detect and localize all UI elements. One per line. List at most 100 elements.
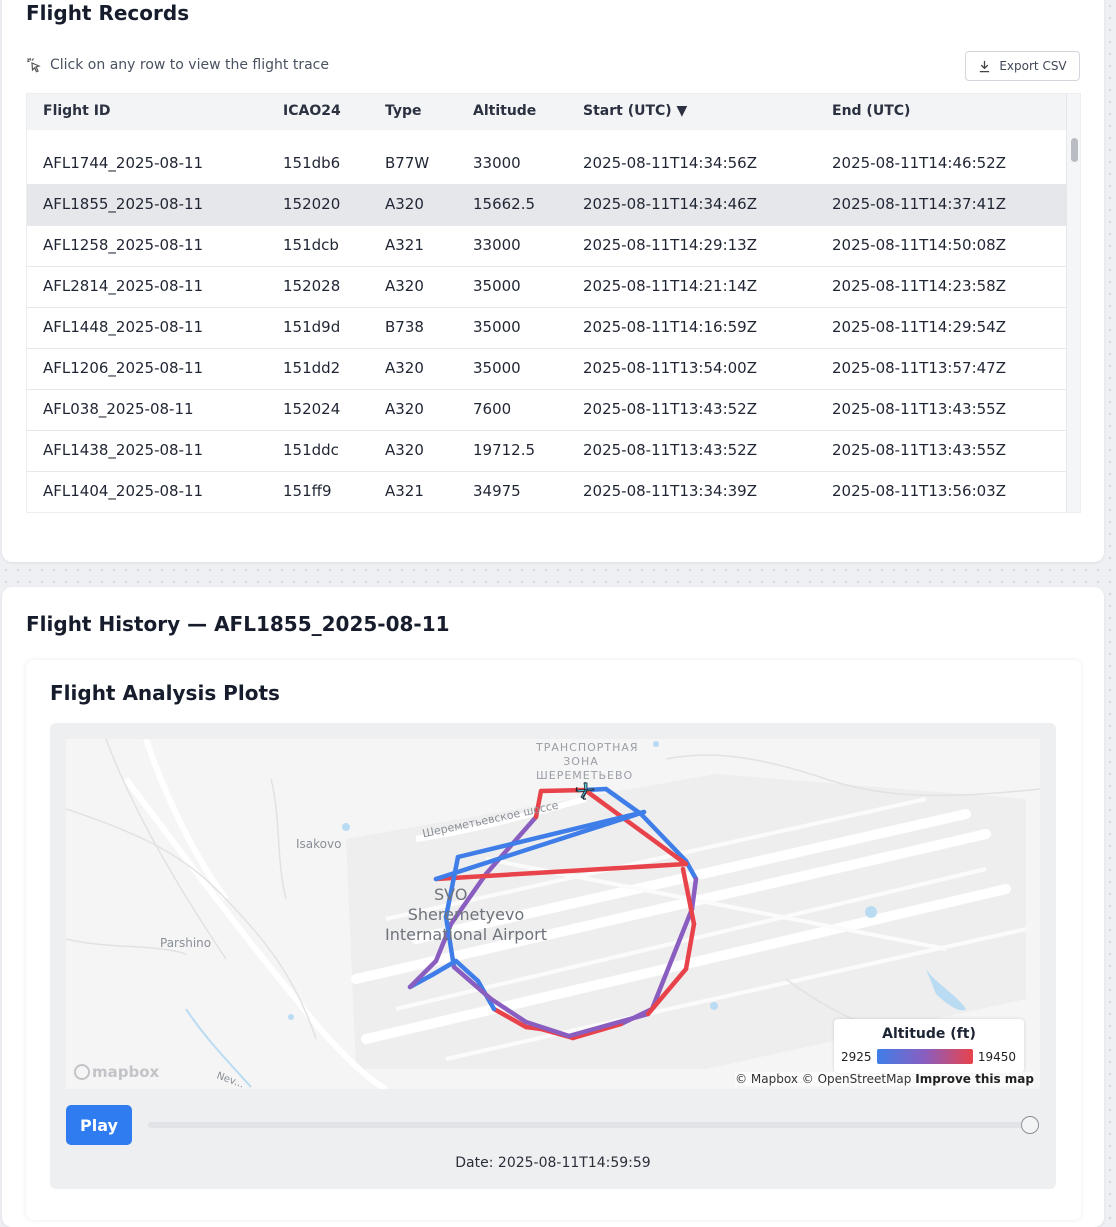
trace-segment xyxy=(523,1019,572,1039)
trace-segment xyxy=(491,1006,529,1030)
flight-records-table: Flight ID ICAO24 Type Altitude Start (UT… xyxy=(26,93,1081,513)
cell-type: A320 xyxy=(385,277,424,295)
table-row[interactable]: AFL1404_2025-08-11 151ff9 A321 34975 202… xyxy=(27,472,1067,512)
time-slider-thumb[interactable] xyxy=(1021,1116,1039,1134)
cell-altitude: 35000 xyxy=(473,277,521,295)
table-row[interactable]: AFL1206_2025-08-11 151dd2 A320 35000 202… xyxy=(27,349,1067,390)
cell-icao24: 151dcb xyxy=(283,236,339,254)
map-label-airport: Sheremetyevo International Airport xyxy=(385,905,547,944)
map-label-isakovo: Isakovo xyxy=(296,837,342,851)
trace-segment xyxy=(645,966,689,1017)
legend-color-bar xyxy=(877,1049,973,1064)
flight-map[interactable]: ТРАНСПОРТНАЯ ЗОНА ШЕРЕМЕТЬЕВО Шереметьев… xyxy=(66,739,1040,1089)
aircraft-icon[interactable] xyxy=(575,781,595,800)
cell-flight-id: AFL1206_2025-08-11 xyxy=(43,359,204,377)
cell-flight-id: AFL1438_2025-08-11 xyxy=(43,441,204,459)
time-slider-track[interactable] xyxy=(148,1122,1032,1128)
cell-end: 2025-08-11T14:23:58Z xyxy=(832,277,1006,295)
improve-map-link[interactable]: Improve this map xyxy=(915,1072,1034,1086)
trace-segment xyxy=(638,811,689,864)
table-row[interactable]: AFL1744_2025-08-11 151db6 B77W 33000 202… xyxy=(27,144,1067,185)
cell-altitude: 34975 xyxy=(473,482,521,500)
trace-segment xyxy=(603,786,644,817)
table-row[interactable]: AFL1448_2025-08-11 151d9d B738 35000 202… xyxy=(27,308,1067,349)
cell-altitude: 19712.5 xyxy=(473,441,536,459)
cell-flight-id: AFL1258_2025-08-11 xyxy=(43,236,204,254)
trace-segment xyxy=(582,787,689,867)
column-header-altitude[interactable]: Altitude xyxy=(473,103,537,119)
cell-type: B738 xyxy=(385,318,424,336)
trace-segment xyxy=(448,871,489,927)
cell-flight-id: AFL1404_2025-08-11 xyxy=(43,482,204,500)
cell-flight-id: AFL1855_2025-08-11 xyxy=(43,195,204,213)
column-header-start-utc[interactable]: Start (UTC) ▼ xyxy=(583,103,688,119)
current-date-label: Date: 2025-08-11T14:59:59 xyxy=(455,1155,651,1171)
legend-title: Altitude (ft) xyxy=(882,1026,976,1042)
cell-flight-id: AFL2814_2025-08-11 xyxy=(43,277,204,295)
map-label-parshino: Parshino xyxy=(160,936,212,950)
table-row[interactable]: AFL1258_2025-08-11 151dcb A321 33000 202… xyxy=(27,226,1067,267)
trace-segment xyxy=(533,788,544,820)
trace-segment xyxy=(443,914,457,970)
cell-altitude: 33000 xyxy=(473,154,521,172)
trace-segment xyxy=(683,921,697,972)
trace-segment xyxy=(671,906,695,957)
cell-type: A321 xyxy=(385,482,424,500)
mapbox-logo-icon xyxy=(74,1064,90,1080)
legend-min: 2925 xyxy=(841,1050,872,1064)
cell-start: 2025-08-11T13:43:52Z xyxy=(583,441,757,459)
flight-trace-layer xyxy=(407,781,699,1041)
column-header-type[interactable]: Type xyxy=(385,103,422,119)
column-header-icao24[interactable]: ICAO24 xyxy=(283,103,341,119)
cell-start: 2025-08-11T14:29:13Z xyxy=(583,236,757,254)
column-header-flight-id[interactable]: Flight ID xyxy=(43,103,111,119)
mapbox-logo-text: mapbox xyxy=(92,1063,160,1081)
cell-flight-id: AFL038_2025-08-11 xyxy=(43,400,194,418)
cell-altitude: 35000 xyxy=(473,318,521,336)
play-button[interactable]: Play xyxy=(66,1105,132,1145)
cell-end: 2025-08-11T13:43:55Z xyxy=(832,441,1006,459)
trace-segment xyxy=(453,958,481,984)
cell-start: 2025-08-11T13:43:52Z xyxy=(583,400,757,418)
cell-end: 2025-08-11T13:57:47Z xyxy=(832,359,1006,377)
trace-segment xyxy=(680,866,697,927)
cell-icao24: 151ddc xyxy=(283,441,339,459)
cell-icao24: 151db6 xyxy=(283,154,341,172)
cell-type: B77W xyxy=(385,154,430,172)
cell-icao24: 151d9d xyxy=(283,318,341,336)
cell-icao24: 152024 xyxy=(283,400,341,418)
cell-type: A320 xyxy=(385,441,424,459)
cell-start: 2025-08-11T13:54:00Z xyxy=(583,359,757,377)
cell-altitude: 7600 xyxy=(473,400,512,418)
table-body: AFL1744_2025-08-11 151db6 B77W 33000 202… xyxy=(27,144,1067,512)
cell-end: 2025-08-11T14:50:08Z xyxy=(832,236,1006,254)
cell-end: 2025-08-11T13:56:03Z xyxy=(832,482,1006,500)
column-header-end-utc[interactable]: End (UTC) xyxy=(832,103,911,119)
table-row-selected[interactable]: AFL1855_2025-08-11 152020 A320 15662.5 2… xyxy=(27,185,1067,226)
trace-segment xyxy=(455,809,647,860)
table-scrollbar[interactable] xyxy=(1066,94,1080,512)
flight-records-card: Flight Records Click on any row to view … xyxy=(2,0,1104,562)
table-scroll-thumb[interactable] xyxy=(1071,138,1078,162)
cell-altitude: 15662.5 xyxy=(473,195,536,213)
map-label-svo: SVO xyxy=(434,885,468,904)
cell-start: 2025-08-11T14:34:56Z xyxy=(583,154,757,172)
cell-altitude: 33000 xyxy=(473,236,521,254)
table-row[interactable]: AFL038_2025-08-11 152024 A320 7600 2025-… xyxy=(27,390,1067,431)
hint-text: Click on any row to view the flight trac… xyxy=(50,57,329,73)
cell-end: 2025-08-11T14:37:41Z xyxy=(832,195,1006,213)
trace-segment xyxy=(566,1011,651,1039)
cell-type: A321 xyxy=(385,236,424,254)
cell-start: 2025-08-11T14:21:14Z xyxy=(583,277,757,295)
table-row[interactable]: AFL1438_2025-08-11 151ddc A320 19712.5 2… xyxy=(27,431,1067,472)
export-csv-label: Export CSV xyxy=(999,59,1067,73)
mapbox-logo[interactable]: mapbox xyxy=(74,1063,159,1081)
row-click-hint: Click on any row to view the flight trac… xyxy=(26,57,329,73)
export-csv-button[interactable]: Export CSV xyxy=(965,51,1080,81)
trace-segment xyxy=(443,854,461,920)
trace-segment xyxy=(451,964,494,1002)
altitude-legend: Altitude (ft) 2925 19450 xyxy=(834,1019,1024,1073)
attribution-text[interactable]: © Mapbox © OpenStreetMap xyxy=(735,1072,912,1086)
table-row[interactable]: AFL2814_2025-08-11 152028 A320 35000 202… xyxy=(27,267,1067,308)
map-label-transport-zone: ТРАНСПОРТНАЯ ЗОНА ШЕРЕМЕТЬЕВО xyxy=(536,741,639,782)
